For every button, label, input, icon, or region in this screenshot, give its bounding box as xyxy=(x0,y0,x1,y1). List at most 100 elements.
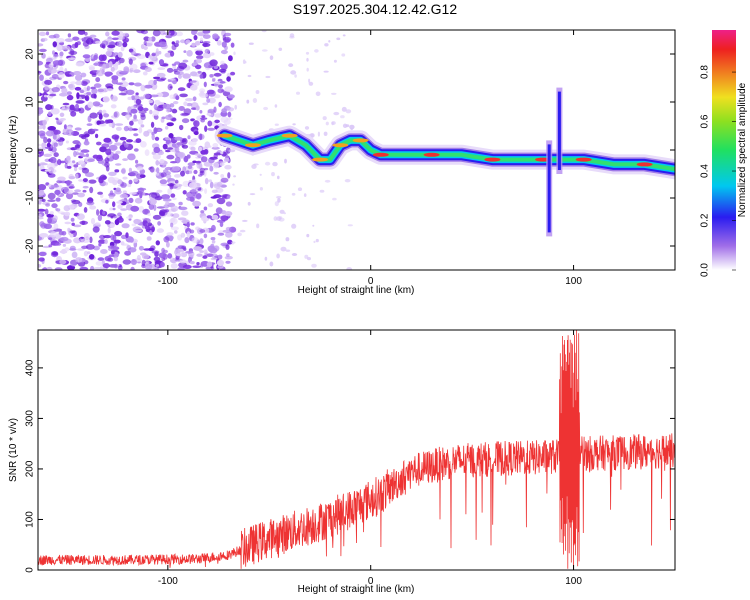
spectrogram-speckle xyxy=(38,184,47,191)
spectrogram-speckle xyxy=(186,231,191,238)
spectrogram-speckle xyxy=(168,133,174,139)
spectrogram-speckle xyxy=(115,150,121,154)
y-tick-label: 300 xyxy=(25,410,36,427)
spectrogram-speckle xyxy=(183,155,189,163)
spectrogram-speckle xyxy=(336,37,341,41)
spectrogram-speckle xyxy=(95,77,101,83)
spectrogram-speckle xyxy=(91,88,98,95)
spectrogram-speckle xyxy=(47,199,56,202)
spectrogram-speckle xyxy=(41,142,47,149)
spectrogram-speckle xyxy=(45,31,50,36)
chart-title: S197.2025.304.12.42.G12 xyxy=(293,1,457,17)
spectrogram-speckle xyxy=(112,207,116,211)
spectrogram-speckle xyxy=(52,251,58,256)
spectrogram-speckle xyxy=(147,212,151,216)
spectrogram-speckle xyxy=(172,197,177,201)
x-tick-label: -100 xyxy=(158,276,178,287)
spectrogram-speckle xyxy=(194,48,203,52)
spectrogram-speckle xyxy=(315,91,321,97)
spectrogram-speckle xyxy=(212,79,216,82)
spectrogram-speckle xyxy=(217,161,226,164)
spectrogram-speckle xyxy=(206,253,214,257)
spectrogram-speckle xyxy=(170,205,179,212)
spectrogram-speckle xyxy=(152,30,161,37)
spectrogram-speckle xyxy=(206,98,211,103)
spectrogram-speckle xyxy=(194,153,201,156)
spectrogram-speckle xyxy=(125,232,129,239)
spectrogram-speckle xyxy=(64,221,72,225)
spectrogram-speckle xyxy=(283,212,287,215)
spectrogram-speckle xyxy=(212,143,219,148)
spectrogram-speckle xyxy=(131,223,137,227)
spectrogram-speckle xyxy=(54,267,63,270)
spectrogram-speckle xyxy=(230,71,236,76)
spectrogram-speckle xyxy=(179,124,184,131)
spectrogram-speckle xyxy=(347,224,353,227)
spectrogram-speckle xyxy=(56,134,61,140)
spectrogram-speckle xyxy=(207,120,213,127)
spectrogram-speckle xyxy=(199,250,205,253)
spectrogram-speckle xyxy=(43,136,48,144)
spectrogram-speckle xyxy=(148,99,154,104)
x-tick-label: 100 xyxy=(565,276,582,287)
spectrogram-speckle xyxy=(185,98,194,102)
spectrogram-speckle xyxy=(49,227,57,231)
spectrogram-speckle xyxy=(192,200,202,207)
spectrogram-speckle xyxy=(165,137,171,141)
spectrogram-speckle xyxy=(332,197,337,201)
spectrogram-speckle xyxy=(111,134,120,140)
spectrogram-speckle xyxy=(296,91,300,95)
spectrogram-speckle xyxy=(49,156,57,164)
spectrogram-speckle xyxy=(225,260,231,264)
spectrogram-speckle xyxy=(38,60,44,66)
spectrogram-speckle xyxy=(45,130,55,137)
spectrogram-speckle xyxy=(108,122,113,127)
spectrogram-speckle xyxy=(180,39,186,44)
spectrogram-speckle xyxy=(52,215,58,222)
spectrogram-speckle xyxy=(176,142,184,146)
spectrogram-speckle xyxy=(189,170,193,174)
spectrogram-speckle xyxy=(54,189,61,195)
spectrogram-speckle xyxy=(105,50,113,57)
spectrogram-speckle xyxy=(228,55,233,62)
spectrogram-speckle xyxy=(174,230,178,234)
spectrogram-speckle xyxy=(115,126,122,131)
spectrogram-speckle xyxy=(97,87,105,94)
spectrogram-speckle xyxy=(70,217,75,222)
spectrogram-ridge-peak xyxy=(332,143,349,148)
y-tick-label: 200 xyxy=(25,460,36,477)
spectrogram-speckle xyxy=(233,51,236,56)
spectrogram-speckle xyxy=(135,98,142,105)
spectrogram-speckle xyxy=(169,78,176,81)
spectrogram-speckle xyxy=(274,123,279,126)
spectrogram-speckle xyxy=(140,114,146,121)
spectrogram-speckle xyxy=(308,81,314,86)
spectrogram-speckle xyxy=(38,213,42,218)
spectrogram-y-ticks: -20 -10 0 10 20 xyxy=(25,48,675,253)
spectrogram-speckle xyxy=(71,251,78,259)
spectrogram-speckle xyxy=(111,30,120,36)
spectrogram-speckle xyxy=(116,201,123,204)
spectrogram-speckle xyxy=(173,42,179,48)
spectrogram-speckle xyxy=(149,94,159,98)
spectrogram-speckle xyxy=(122,190,127,194)
y-tick-label: -10 xyxy=(25,190,36,205)
spectrogram-speckle xyxy=(47,138,52,143)
spectrogram-speckle xyxy=(138,127,143,134)
spectrogram-speckle xyxy=(331,121,336,125)
spectrogram-speckle xyxy=(224,255,233,260)
spectrogram-speckle xyxy=(323,131,328,136)
spectrogram-speckle xyxy=(137,118,144,125)
spectrogram-speckle xyxy=(103,137,112,143)
spectrogram-speckle xyxy=(151,52,156,57)
spectrogram-speckle xyxy=(241,219,248,222)
spectrogram-speckle xyxy=(225,231,233,238)
spectrogram-speckle xyxy=(156,228,164,233)
spectrogram-ylabel: Frequency (Hz) xyxy=(8,116,19,185)
spectrogram-speckle xyxy=(256,223,260,229)
spectrogram-speckle xyxy=(193,131,199,136)
spectrogram-speckle xyxy=(185,39,191,44)
spectrogram-ridge-peak xyxy=(575,157,592,162)
spectrogram-speckle xyxy=(308,78,311,83)
